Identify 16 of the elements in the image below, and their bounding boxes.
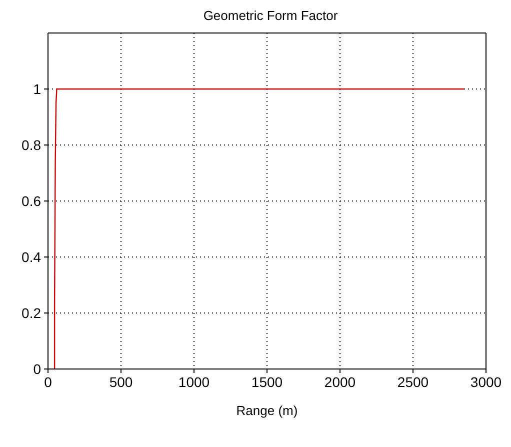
y-tick-label: 1 <box>33 80 42 97</box>
x-tick-label: 2500 <box>397 374 429 390</box>
x-axis-title: Range (m) <box>236 403 298 418</box>
x-tick-label: 500 <box>109 374 133 390</box>
y-tick-label: 0.2 <box>22 304 42 321</box>
line-series <box>54 88 465 369</box>
y-tick-label: 0.4 <box>22 248 42 265</box>
x-tick-label: 2000 <box>324 374 356 390</box>
y-tick-label: 0.8 <box>22 136 42 153</box>
x-tick-label: 3000 <box>470 374 502 390</box>
x-tick-label: 1000 <box>178 374 210 390</box>
chart-title: Geometric Form Factor <box>202 8 339 25</box>
x-tick-label: 0 <box>44 374 52 390</box>
y-tick-label: 0.6 <box>22 192 42 209</box>
y-tick-label: 0 <box>33 360 42 377</box>
x-tick-label: 1500 <box>251 374 283 390</box>
